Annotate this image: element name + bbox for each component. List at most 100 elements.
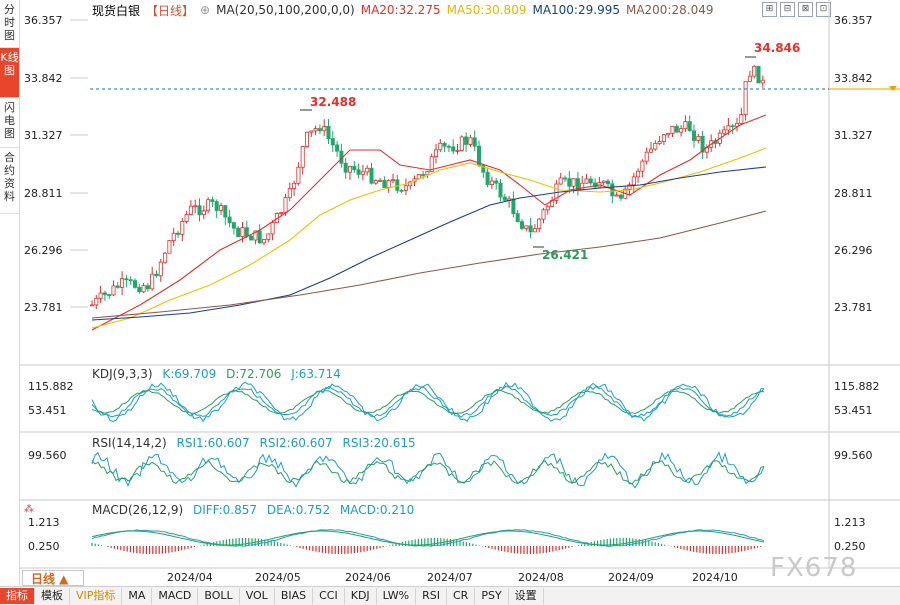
- candle-body: [446, 145, 451, 148]
- candle-body: [317, 128, 322, 132]
- tab-vol[interactable]: VOL: [240, 588, 275, 604]
- tab-psy[interactable]: PSY: [475, 588, 509, 604]
- fullscreen-icon[interactable]: ⊡: [816, 2, 831, 17]
- rsi3: RSI3:20.615: [342, 436, 416, 450]
- price-label-right: 23.781: [834, 301, 873, 314]
- settings-icon[interactable]: ⊕: [200, 3, 211, 17]
- annotation-low: 26.421: [542, 248, 588, 262]
- tab-flash[interactable]: 闪电图: [0, 98, 19, 148]
- tab-lw[interactable]: LW%: [377, 588, 417, 604]
- window-controls: ⊞ ⊟ ⊠ ⊡: [762, 2, 831, 17]
- indicator-axis-left: 1.213: [28, 516, 60, 529]
- candle-body: [313, 128, 318, 132]
- indicator-axis-left: 115.882: [28, 380, 74, 393]
- candle-body: [167, 240, 172, 254]
- candle-body: [433, 149, 438, 158]
- period-label[interactable]: 【日线】: [146, 3, 195, 18]
- candle-body: [756, 65, 761, 84]
- reset-icon[interactable]: ⊠: [798, 2, 813, 17]
- kdj-label: KDJ(9,3,3): [92, 367, 153, 381]
- candle-body: [210, 199, 215, 202]
- candle-body: [360, 171, 365, 175]
- candle-body: [309, 130, 314, 133]
- tab-rsi[interactable]: RSI: [416, 588, 447, 604]
- indicator-axis-left: 0.250: [28, 540, 60, 553]
- candle-body: [382, 180, 387, 189]
- price-label-left: 26.296: [24, 244, 63, 257]
- date-label: 2024/10: [692, 571, 738, 584]
- rsi-legend: RSI(14,14,2) RSI1:60.607 RSI2:60.607 RSI…: [92, 436, 422, 450]
- tab-macd[interactable]: MACD: [152, 588, 199, 604]
- tab-kdj[interactable]: KDJ: [345, 588, 377, 604]
- indicator-axis-right: 53.451: [834, 404, 873, 417]
- tab-vip-indicators[interactable]: VIP指标: [70, 588, 123, 604]
- candle-body: [489, 180, 494, 185]
- candle-body: [180, 221, 185, 235]
- kdj-j: J:63.714: [291, 367, 341, 381]
- tab-boll[interactable]: BOLL: [198, 588, 240, 604]
- ma100-line: [91, 166, 767, 321]
- price-label-right: 36.357: [834, 14, 873, 27]
- zoom-out-icon[interactable]: ⊟: [780, 2, 795, 17]
- kdj-legend: KDJ(9,3,3) K:69.709 D:72.706 J:63.714: [92, 367, 347, 381]
- candle-body: [661, 134, 666, 142]
- candle-body: [442, 142, 447, 147]
- price-label-right: 31.327: [834, 129, 873, 142]
- date-label: 2024/06: [345, 571, 391, 584]
- tab-cr[interactable]: CR: [447, 588, 476, 604]
- candle-body: [141, 285, 146, 293]
- candle-body: [614, 194, 619, 197]
- candle-body: [593, 182, 598, 188]
- candle-body: [520, 221, 525, 229]
- tab-bias[interactable]: BIAS: [275, 588, 314, 604]
- annotation-high2: 34.846: [754, 41, 800, 55]
- tab-templates[interactable]: 模板: [35, 588, 70, 604]
- candle-body: [653, 143, 658, 150]
- indicator-toolbar: 指标 模板 VIP指标 MA MACD BOLL VOL BIAS CCI KD…: [0, 586, 900, 605]
- candle-body: [386, 180, 391, 189]
- candle-body: [300, 146, 305, 168]
- candle-body: [343, 162, 348, 173]
- candle-body: [687, 121, 692, 132]
- candle-body: [98, 292, 103, 299]
- instrument-name: 现货白银: [92, 3, 141, 18]
- tab-indicators[interactable]: 指标: [0, 588, 35, 604]
- tab-contract-info[interactable]: 合约资料: [0, 148, 19, 214]
- candle-body: [90, 304, 95, 307]
- candle-body: [558, 177, 563, 185]
- kdj-k: K:69.709: [162, 367, 217, 381]
- tab-cci[interactable]: CCI: [313, 588, 345, 604]
- tab-timeshare[interactable]: 分时图: [0, 0, 19, 48]
- candle-body: [528, 225, 533, 233]
- macd-settings-icon[interactable]: ⁂: [24, 503, 34, 515]
- candle-body: [618, 194, 623, 199]
- kdj-k-line: [91, 385, 765, 418]
- tab-settings[interactable]: 设置: [509, 588, 544, 604]
- candle-body: [541, 209, 546, 220]
- period-select-button[interactable]: 日线 ▲: [22, 570, 84, 586]
- ma20-line: [91, 114, 767, 331]
- candle-body: [283, 197, 288, 213]
- tab-ma[interactable]: MA: [122, 588, 153, 604]
- ma200-line: [91, 210, 767, 319]
- candle-body: [563, 177, 568, 180]
- tab-kline[interactable]: K线图: [0, 48, 19, 98]
- candle-body: [631, 176, 636, 186]
- candle-body: [223, 205, 228, 218]
- zoom-in-icon[interactable]: ⊞: [762, 2, 777, 17]
- candle-body: [476, 145, 481, 166]
- candle-body: [115, 285, 120, 288]
- candle-body: [132, 280, 137, 288]
- candle-body: [231, 222, 236, 229]
- candle-body: [584, 178, 589, 184]
- candle-body: [395, 179, 400, 191]
- macd-dea: DEA:0.752: [266, 503, 331, 517]
- macd-diff: DIFF:0.857: [192, 503, 258, 517]
- indicator-axis-right: 115.882: [834, 380, 880, 393]
- candle-body: [739, 114, 744, 124]
- candle-body: [227, 216, 232, 224]
- candle-body: [511, 198, 516, 215]
- candle-body: [459, 136, 464, 151]
- candle-body: [322, 126, 327, 132]
